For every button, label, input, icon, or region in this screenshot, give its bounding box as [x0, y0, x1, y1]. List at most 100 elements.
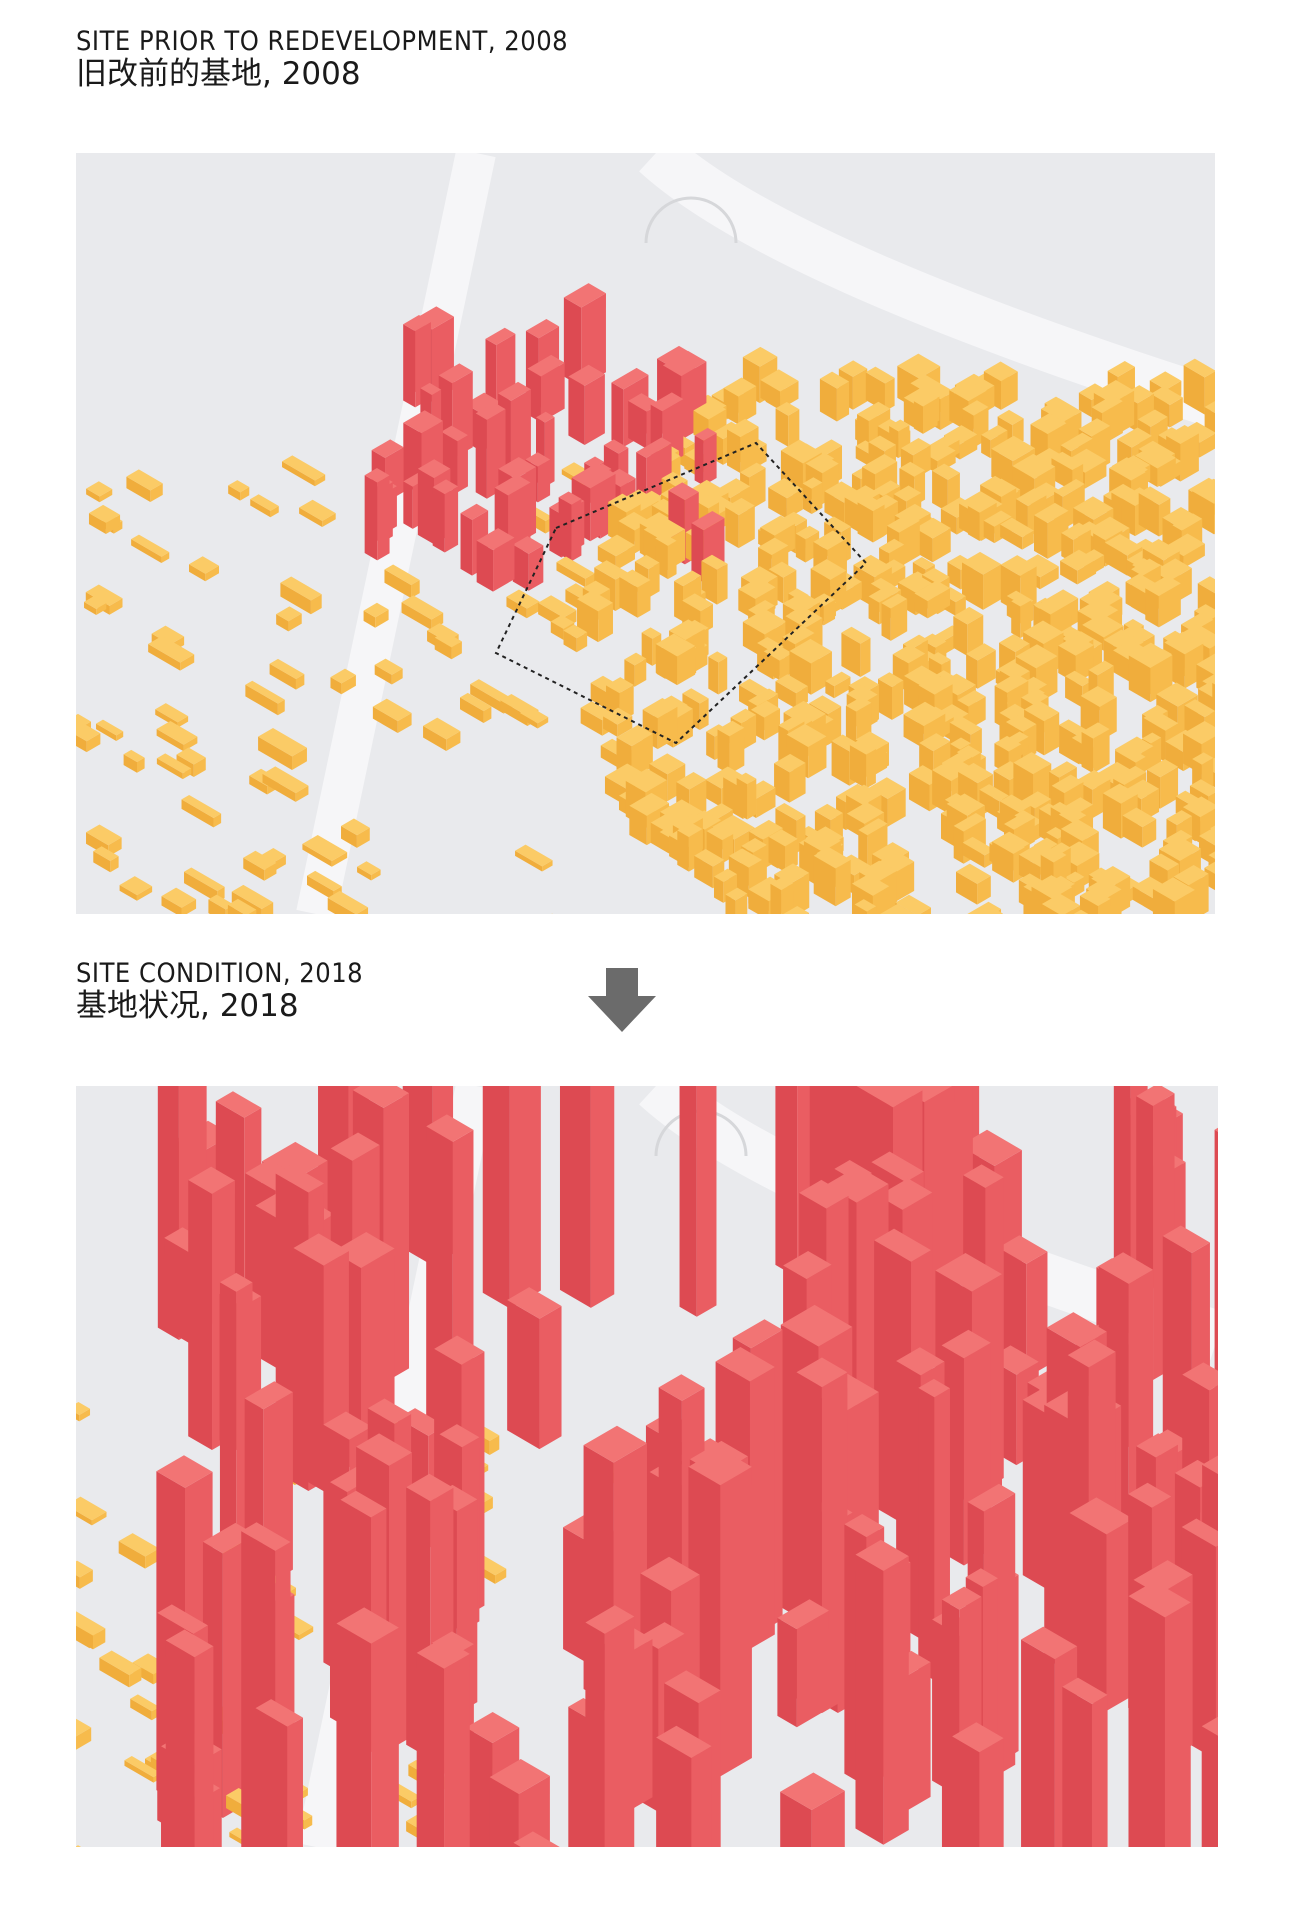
building-face: [742, 609, 787, 635]
building-face: [451, 641, 462, 660]
building-face: [498, 381, 531, 401]
building-face: [668, 482, 699, 500]
building-face: [884, 377, 895, 412]
building-face: [556, 556, 595, 579]
building-face: [582, 580, 611, 597]
building-face: [1158, 583, 1181, 628]
building-face: [855, 1554, 884, 1845]
building-face: [1166, 810, 1193, 825]
building-face: [1034, 515, 1048, 559]
building-face: [981, 434, 991, 459]
building-face: [729, 727, 745, 775]
building-face: [84, 601, 97, 615]
building-face: [946, 793, 985, 816]
building-face: [923, 398, 938, 434]
building-face: [809, 695, 842, 714]
building-face: [879, 538, 905, 554]
building-face: [1051, 774, 1084, 794]
building-face: [775, 401, 800, 416]
building-face: [423, 717, 461, 740]
building-face: [1012, 453, 1056, 479]
building-face: [372, 698, 412, 722]
building-face: [1142, 819, 1157, 848]
building-face: [512, 536, 544, 554]
building-face: [728, 848, 763, 868]
building-face: [357, 861, 381, 875]
building-face: [563, 630, 577, 653]
building-face: [364, 468, 390, 483]
building-face: [1183, 365, 1205, 415]
caption: SITE CONDITION, 2018 基地状况, 2018: [76, 958, 363, 1025]
building-face: [748, 688, 779, 706]
building-face: [860, 637, 871, 678]
building-face: [738, 386, 757, 425]
building-face: [331, 852, 348, 867]
building-face: [1078, 383, 1108, 401]
building-face: [814, 803, 843, 821]
building-face: [899, 520, 920, 568]
building-face: [1146, 759, 1179, 778]
building-face: [341, 826, 357, 848]
building-face: [1019, 554, 1059, 578]
building-face: [1069, 1512, 1107, 1711]
building-face: [299, 507, 323, 528]
building-face: [640, 1556, 700, 1592]
building-face: [994, 673, 1029, 693]
building-face: [677, 822, 703, 837]
building-face: [322, 513, 336, 528]
building-face: [1086, 878, 1122, 900]
building-face: [881, 593, 908, 609]
building-face: [550, 615, 575, 629]
building-face: [679, 1086, 697, 1317]
building-face: [1212, 681, 1215, 685]
building-face: [542, 860, 553, 872]
building-face: [805, 453, 839, 474]
building-face: [536, 411, 555, 423]
building-face: [282, 455, 326, 481]
building-face: [802, 483, 812, 515]
building-face: [1091, 643, 1103, 671]
building-face: [1153, 558, 1192, 581]
building-face: [855, 446, 871, 467]
building-face: [841, 632, 861, 678]
building-face: [188, 564, 206, 582]
building-face: [519, 713, 538, 729]
building-face: [123, 749, 145, 763]
building-face: [657, 345, 696, 368]
building-face: [845, 705, 857, 744]
building-face: [1094, 555, 1105, 574]
building-face: [459, 692, 492, 712]
building-face: [1214, 1127, 1218, 1132]
building-face: [718, 657, 728, 695]
building-face: [708, 656, 719, 695]
building-face: [691, 510, 725, 531]
building-face: [952, 1736, 980, 1847]
building-face: [177, 716, 189, 728]
building-face: [512, 544, 529, 591]
building-face: [356, 827, 370, 848]
building-face: [677, 830, 689, 872]
building-face: [470, 679, 513, 704]
building-face: [979, 1738, 1004, 1847]
building-face: [1173, 865, 1209, 886]
building-face: [356, 1433, 412, 1466]
building-face: [1164, 631, 1204, 655]
building-face: [656, 1725, 712, 1758]
building-face: [688, 1448, 752, 1486]
building-face: [1113, 1086, 1131, 1308]
building-face: [873, 480, 901, 496]
building-face: [1018, 842, 1062, 867]
building-face: [161, 552, 170, 564]
building-face: [585, 1605, 635, 1634]
building-face: [1020, 600, 1032, 639]
building-face: [723, 377, 757, 397]
building-face: [377, 475, 390, 561]
building-face: [782, 625, 815, 645]
building-face: [865, 372, 885, 412]
building-face: [250, 499, 271, 518]
building-face: [1023, 886, 1033, 914]
building-face: [890, 598, 908, 641]
building-face: [956, 871, 978, 905]
building-face: [636, 437, 672, 458]
building-face: [76, 1560, 93, 1578]
